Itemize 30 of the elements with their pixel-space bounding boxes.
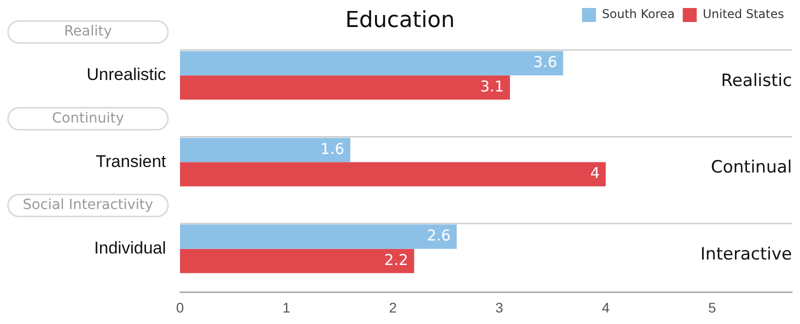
annotation: Interactive bbox=[700, 244, 792, 264]
chart-title: Education bbox=[345, 8, 455, 33]
legend-label: South Korea bbox=[602, 7, 675, 22]
bar bbox=[180, 138, 350, 162]
data-label: 1.6 bbox=[320, 140, 344, 158]
y-tick-label: Transient bbox=[96, 152, 166, 171]
x-tick-label: 2 bbox=[388, 299, 397, 316]
y-tick-label: Unrealistic bbox=[86, 65, 166, 84]
x-tick-label: 3 bbox=[495, 299, 504, 316]
text: Continuity bbox=[52, 110, 124, 126]
text: Social Interactivity bbox=[22, 197, 154, 214]
y-tick-label: Individual bbox=[94, 238, 166, 258]
bar bbox=[180, 162, 606, 186]
annotation: Continual bbox=[710, 158, 792, 178]
text: Reality bbox=[64, 24, 112, 40]
x-tick-label: 1 bbox=[282, 299, 291, 316]
x-tick-label: 0 bbox=[176, 299, 184, 316]
annotation: Realistic bbox=[721, 70, 792, 91]
bar bbox=[180, 248, 414, 274]
bar bbox=[180, 75, 510, 100]
data-label: 4 bbox=[590, 164, 600, 182]
data-label: 3.1 bbox=[480, 77, 504, 96]
data-label: 2.2 bbox=[384, 250, 408, 269]
legend-label: United States bbox=[702, 7, 784, 22]
data-label: 2.6 bbox=[426, 226, 451, 245]
bar bbox=[180, 51, 564, 76]
x-tick-label: 4 bbox=[602, 299, 610, 316]
data-label: 3.6 bbox=[533, 53, 558, 72]
x-tick-label: 5 bbox=[708, 299, 716, 316]
bar bbox=[180, 224, 457, 249]
